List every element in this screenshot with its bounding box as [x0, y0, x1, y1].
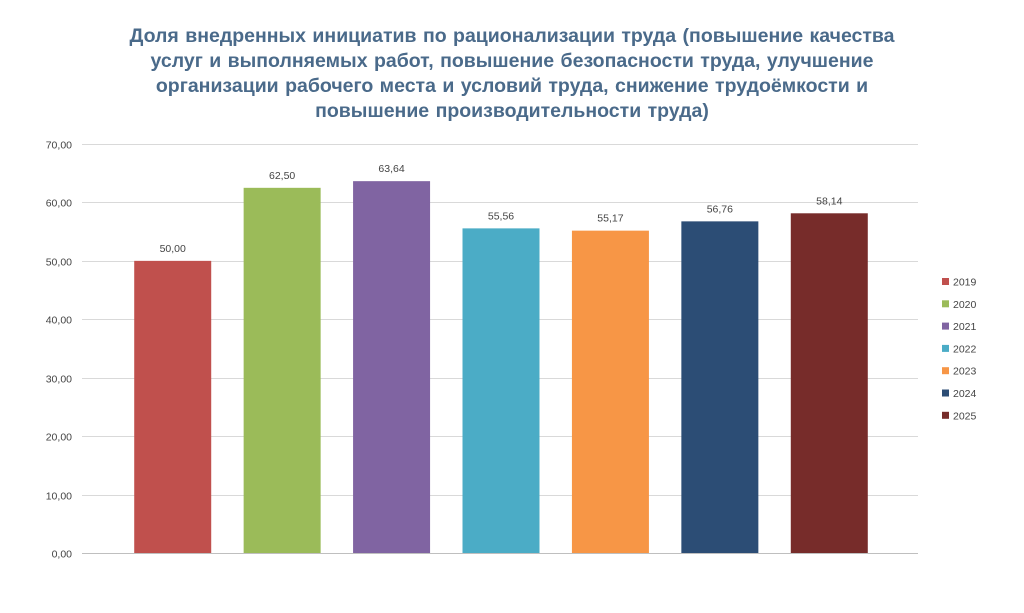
chart-title: Доля внедренных инициатив по рационализа… [129, 25, 895, 122]
y-tick-label: 40,00 [46, 315, 72, 327]
legend-label-2025: 2025 [953, 410, 977, 422]
legend-label-2020: 2020 [953, 299, 977, 311]
legend-label-2024: 2024 [953, 388, 977, 400]
data-label-2024: 56,76 [707, 203, 733, 215]
data-label-2020: 62,50 [269, 170, 295, 182]
y-tick-label: 70,00 [46, 140, 72, 152]
bar-2023 [571, 230, 649, 553]
bar-2025 [790, 213, 868, 554]
data-label-2019: 50,00 [160, 243, 186, 255]
y-tick-label: 0,00 [52, 549, 73, 561]
legend-swatch-2019 [942, 278, 949, 285]
data-label-2023: 55,17 [597, 213, 623, 225]
data-label-2022: 55,56 [488, 210, 514, 222]
y-tick-label: 50,00 [46, 257, 72, 269]
legend-swatch-2025 [942, 411, 949, 419]
bar-2019 [134, 260, 212, 553]
legend-swatch-2021 [942, 322, 949, 330]
bar-2020 [243, 187, 321, 554]
y-tick-label: 30,00 [46, 374, 72, 386]
legend-label-2022: 2022 [953, 343, 977, 355]
legend-swatch-2022 [942, 344, 949, 352]
y-tick-label: 60,00 [46, 198, 72, 210]
y-tick-label: 10,00 [46, 491, 72, 503]
data-label-2025: 58,14 [816, 195, 842, 207]
legend-swatch-2020 [942, 300, 949, 308]
bar-2021 [353, 181, 431, 553]
legend-swatch-2023 [942, 367, 949, 375]
legend-label-2019: 2019 [953, 277, 977, 289]
legend-swatch-2024 [942, 389, 949, 397]
legend-label-2023: 2023 [953, 366, 977, 378]
bar-2022 [462, 228, 540, 553]
data-label-2021: 63,64 [378, 163, 404, 175]
legend-label-2021: 2021 [953, 321, 977, 333]
y-tick-label: 20,00 [46, 432, 72, 444]
bar-2024 [681, 221, 759, 553]
